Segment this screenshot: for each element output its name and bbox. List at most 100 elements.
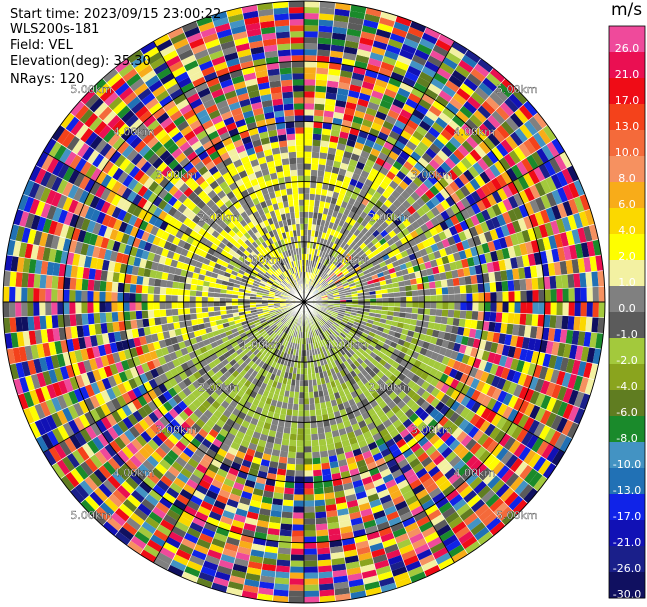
velocity-gate	[335, 416, 344, 425]
velocity-gate	[243, 302, 250, 306]
velocity-gate	[191, 389, 202, 399]
velocity-gate	[375, 437, 386, 447]
velocity-gate	[512, 178, 524, 193]
velocity-gate	[342, 543, 357, 552]
velocity-gate	[419, 347, 428, 356]
velocity-gate	[434, 370, 444, 381]
velocity-gate	[350, 442, 361, 451]
velocity-gate	[163, 411, 175, 423]
velocity-gate	[152, 340, 161, 351]
velocity-gate	[197, 404, 208, 414]
velocity-gate	[327, 319, 334, 325]
velocity-gate	[458, 418, 470, 431]
velocity-gate	[148, 317, 156, 327]
velocity-gate	[325, 240, 331, 248]
velocity-gate	[474, 144, 487, 159]
velocity-gate	[418, 472, 432, 484]
velocity-gate	[61, 456, 76, 472]
velocity-gate	[304, 494, 315, 501]
velocity-gate	[238, 291, 245, 296]
velocity-gate	[394, 296, 401, 302]
velocity-gate	[419, 248, 428, 257]
velocity-gate	[326, 190, 334, 198]
velocity-gate	[490, 216, 501, 229]
velocity-gate	[554, 233, 564, 249]
velocity-gate	[276, 311, 283, 316]
ray-separator	[167, 301, 305, 571]
velocity-gate	[283, 426, 291, 434]
velocity-gate	[118, 221, 129, 233]
velocity-gate	[567, 214, 578, 231]
velocity-gate	[540, 409, 552, 425]
velocity-gate	[328, 348, 335, 356]
velocity-gate	[322, 324, 329, 331]
velocity-gate	[328, 393, 336, 401]
velocity-gate	[256, 593, 274, 602]
velocity-gate	[51, 275, 59, 290]
velocity-gate	[429, 288, 437, 296]
velocity-gate	[421, 498, 436, 511]
velocity-gate	[369, 167, 380, 177]
velocity-gate	[261, 369, 269, 378]
velocity-gate	[502, 302, 509, 313]
velocity-gate	[111, 281, 119, 293]
velocity-gate	[269, 424, 278, 432]
velocity-gate	[430, 351, 439, 361]
velocity-gate	[321, 258, 326, 265]
velocity-gate	[186, 527, 202, 539]
velocity-gate	[518, 189, 530, 205]
velocity-gate	[360, 361, 368, 370]
velocity-gate	[312, 379, 318, 386]
velocity-gate	[327, 295, 334, 299]
velocity-gate	[420, 390, 431, 401]
velocity-gate	[477, 158, 490, 172]
velocity-gate	[325, 159, 335, 167]
velocity-gate	[149, 423, 161, 435]
velocity-gate	[75, 313, 83, 326]
velocity-gate	[276, 559, 291, 567]
velocity-gate	[208, 316, 216, 323]
velocity-gate	[537, 314, 545, 328]
velocity-gate	[257, 336, 264, 343]
velocity-gate	[98, 483, 113, 498]
velocity-gate	[338, 311, 345, 316]
velocity-gate	[415, 103, 429, 116]
velocity-gate	[349, 329, 357, 335]
velocity-gate	[364, 581, 381, 591]
velocity-gate	[56, 236, 66, 251]
velocity-gate	[385, 44, 402, 55]
velocity-gate	[312, 289, 318, 294]
velocity-gate	[403, 468, 416, 480]
velocity-gate	[424, 503, 439, 516]
velocity-gate	[57, 302, 64, 315]
velocity-gate	[450, 192, 461, 204]
velocity-gate	[401, 516, 417, 528]
velocity-gate	[579, 316, 587, 332]
velocity-gate	[278, 315, 285, 320]
velocity-gate	[28, 330, 37, 346]
velocity-gate	[546, 141, 560, 158]
velocity-gate	[205, 270, 213, 278]
velocity-gate	[493, 87, 509, 102]
velocity-gate	[343, 549, 358, 558]
velocity-gate	[321, 251, 327, 259]
velocity-gate	[12, 347, 22, 364]
velocity-gate	[307, 373, 313, 381]
velocity-gate	[295, 373, 301, 381]
velocity-gate	[504, 97, 519, 113]
velocity-gate	[410, 87, 425, 99]
velocity-gate	[352, 274, 359, 280]
velocity-gate	[424, 88, 439, 101]
velocity-gate	[158, 383, 168, 394]
velocity-gate	[341, 156, 351, 165]
velocity-gate	[525, 313, 533, 326]
velocity-gate	[280, 517, 293, 525]
velocity-gate	[369, 95, 382, 106]
velocity-gate	[338, 263, 345, 270]
velocity-gate	[441, 339, 450, 349]
velocity-gate	[495, 106, 510, 121]
velocity-gate	[304, 560, 318, 567]
velocity-gate	[291, 415, 299, 423]
velocity-gate	[448, 74, 464, 88]
velocity-gate	[29, 421, 42, 439]
